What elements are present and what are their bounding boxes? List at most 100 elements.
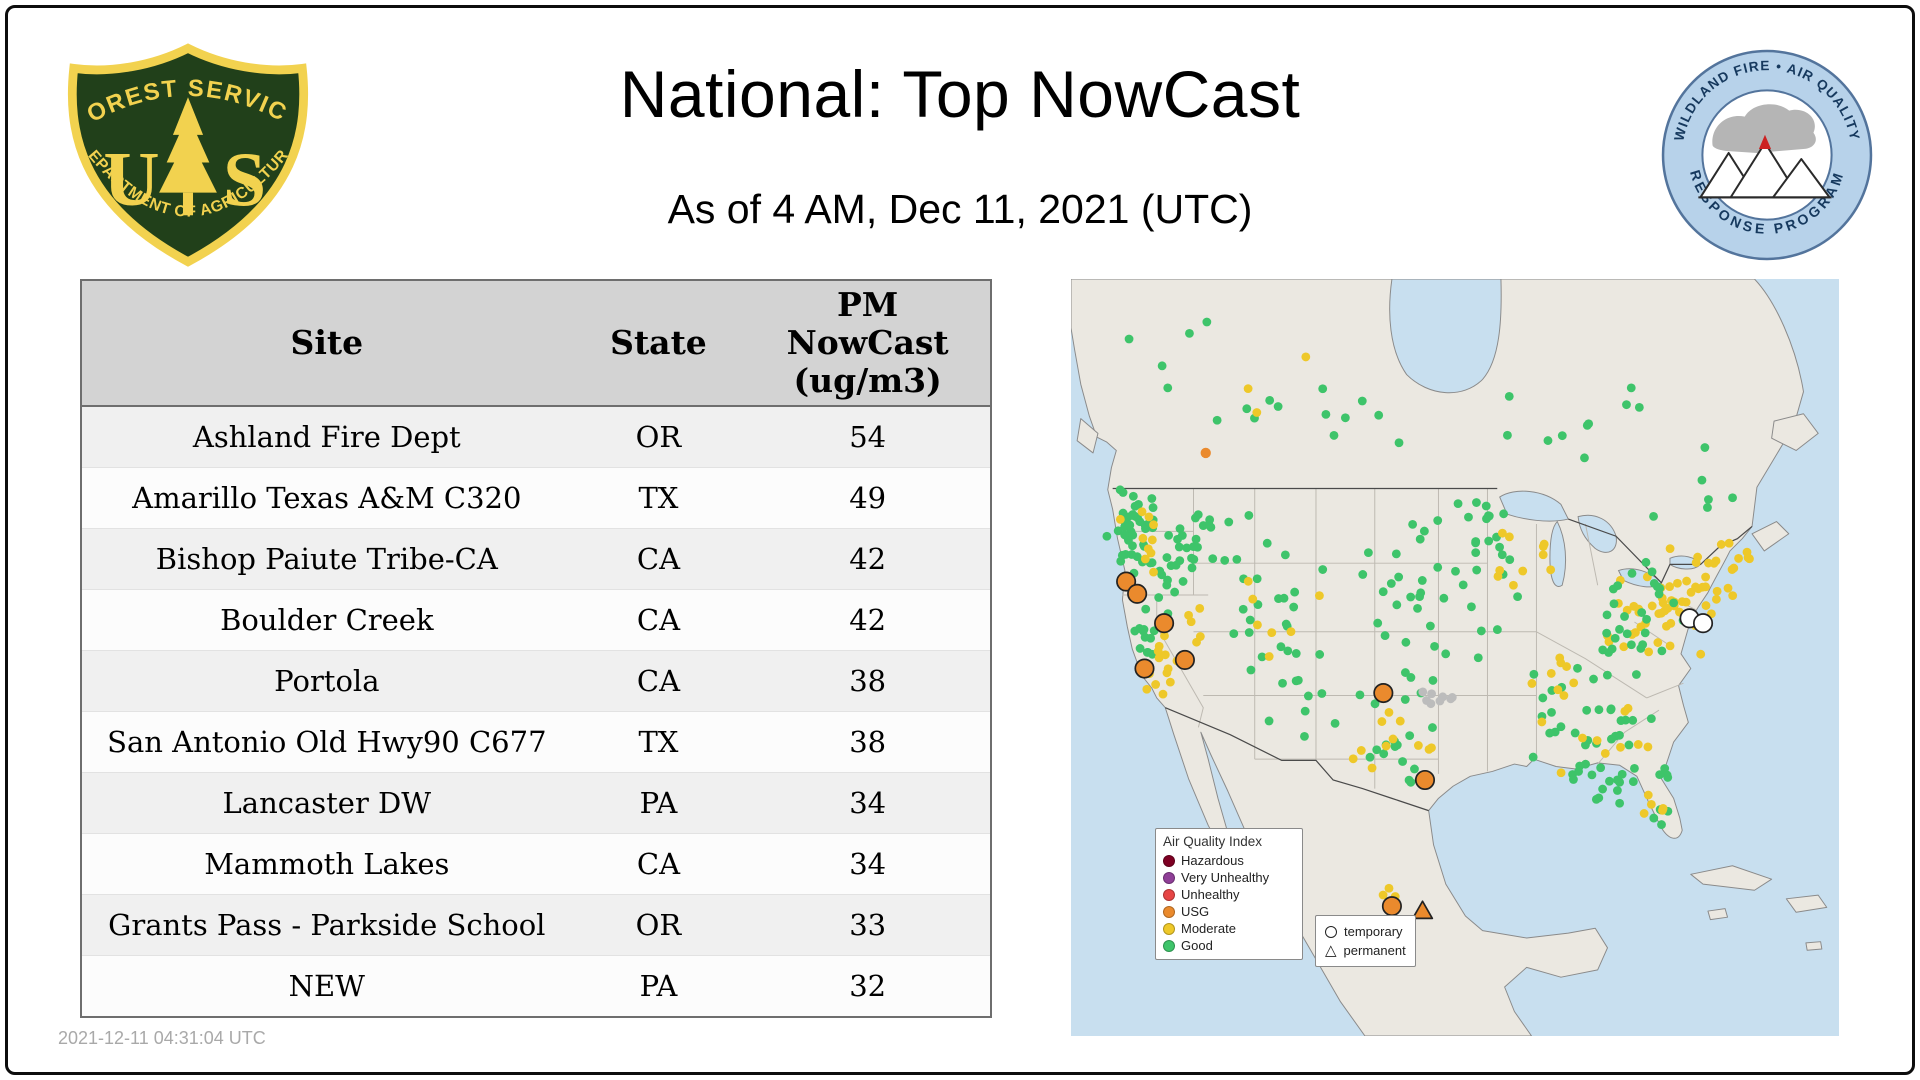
site-dot-good [1636,644,1646,653]
site-dot-moderate [1633,740,1643,749]
site-dot-good [1430,641,1439,651]
site-cell: San Antonio Old Hwy90 C677 [81,711,572,773]
site-dot-good [1637,608,1647,617]
site-dot-good [1163,575,1172,585]
site-dot-good [1280,550,1290,560]
site-dot-moderate [1556,768,1566,778]
site-dot-good [1627,568,1637,578]
legend-label: Hazardous [1181,853,1244,868]
site-dot-good [1484,511,1493,521]
site-dot-moderate [1192,637,1201,647]
site-dot-moderate [1495,565,1505,575]
site-dot-good [1273,402,1283,411]
marker-legend-item: △ permanent [1325,941,1406,960]
site-dot-good [1392,600,1402,610]
legend-color-dot [1163,871,1175,884]
site-dot-good [1242,404,1252,414]
featured-marker-circle [1174,649,1195,670]
aqi-map: Air Quality Index Hazardous Very Unhealth… [1071,279,1839,1036]
site-dot-good [1281,619,1291,629]
site-dot-good [1476,626,1486,636]
featured-marker-circle [1414,769,1436,791]
site-dot-good [1318,384,1328,394]
site-dot-good [1503,430,1512,440]
site-dot-good [1642,614,1651,624]
site-dot-moderate [1424,744,1434,754]
site-dot-good [1620,612,1629,621]
site-dot-good [1193,510,1203,520]
site-dot-good [1265,395,1275,405]
site-dot-good [1147,558,1157,568]
site-dot-good [1505,555,1515,565]
site-dot-moderate [1149,567,1158,577]
site-dot-moderate [1742,547,1752,557]
site-dot-good [1573,663,1582,673]
site-dot-moderate [1712,586,1722,596]
column-header-1: State [571,280,746,407]
site-dot-moderate [1356,746,1366,755]
legend-color-dot [1163,888,1175,901]
site-dot-moderate [1623,703,1633,713]
site-dot-good [1655,770,1665,780]
site-dot-good [1569,775,1578,784]
table-row: Mammoth Lakes CA 34 [81,833,991,895]
site-dot-good [1700,443,1710,452]
site-dot-good [1703,503,1712,512]
site-dot-good [1649,813,1659,823]
site-dot-good [1386,579,1396,588]
site-dot-good [1584,419,1594,429]
site-dot-moderate [1384,883,1394,893]
site-dot-good [1728,493,1737,503]
legend-item: Unhealthy [1163,886,1295,903]
site-dot-moderate [1377,717,1387,726]
table-row: Portola CA 38 [81,650,991,712]
site-dot-good [1622,400,1631,410]
site-dot-good [1372,745,1382,755]
aqi-featured-markers [1116,447,1714,920]
site-dot-moderate [1693,552,1703,562]
site-dot-good [1154,593,1164,602]
site-dot-good [1357,396,1367,406]
permanent-triangle-icon: △ [1325,942,1337,959]
site-dot-good [1187,563,1197,573]
site-dot-good [1624,740,1634,750]
site-dot-moderate [1137,507,1147,517]
site-dot-good [1193,542,1202,552]
nowcast-cell: 54 [745,405,991,468]
site-dot-good [1113,526,1123,536]
site-dot-good [1253,600,1263,609]
legend-color-dot [1163,905,1175,918]
table-header-row: Site State PM NowCast (ug/m3) [81,280,991,407]
site-cell: Boulder Creek [81,589,572,651]
legend-item: Very Unhealthy [1163,869,1295,886]
site-dot-good [1589,674,1598,684]
site-dot-good [1413,603,1422,613]
site-dot-good [1529,669,1539,679]
site-dot-good [1628,777,1638,786]
site-dot-good [1626,383,1636,393]
nowcast-cell: 38 [745,650,991,712]
page-subtitle: As of 4 AM, Dec 11, 2021 (UTC) [667,186,1253,232]
state-cell: CA [571,833,746,895]
site-dot-moderate [1644,647,1654,657]
site-dot-moderate [1578,733,1587,743]
site-dot-good [1587,770,1597,780]
site-dot-good [1428,723,1437,732]
site-dot-good [1484,536,1494,546]
site-dot-good [1163,383,1173,393]
aqi-site-dots [1102,317,1754,906]
site-dot-good [1317,689,1327,698]
nowcast-cell: 33 [745,894,991,956]
site-dot-good [1631,670,1641,679]
site-dot-good [1458,580,1468,590]
site-dot-moderate [1151,680,1161,689]
site-dot-good [1654,589,1664,599]
state-cell: PA [571,955,746,1017]
site-dot-good [1220,555,1230,565]
site-dot-good [1185,328,1194,338]
site-dot-inactive [1446,694,1456,704]
site-dot-good [1102,531,1112,541]
site-dot-moderate [1724,538,1734,548]
site-dot-good [1303,691,1313,701]
site-dot-good [1244,628,1254,637]
